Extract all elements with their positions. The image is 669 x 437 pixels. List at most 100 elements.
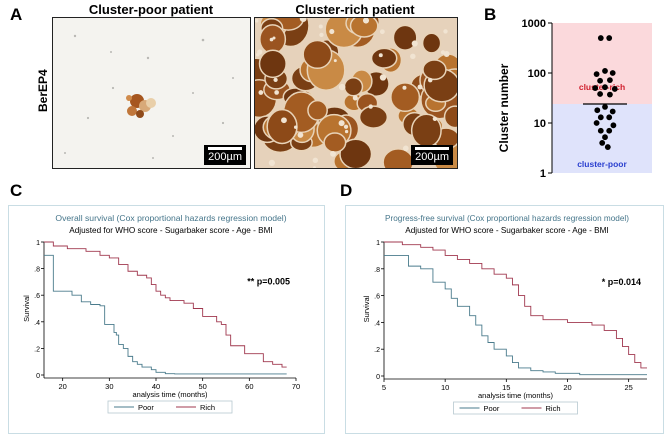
data-point bbox=[602, 68, 608, 74]
scale-bar-rich: 200µm bbox=[411, 145, 453, 165]
legend-label-poor: Poor bbox=[484, 404, 500, 413]
cell-highlight bbox=[318, 24, 323, 29]
cell-highlight bbox=[274, 90, 279, 95]
cell-highlight bbox=[329, 29, 335, 35]
y-tick-label: 0 bbox=[376, 374, 380, 381]
tumor-cell bbox=[390, 82, 421, 113]
data-point bbox=[602, 84, 608, 91]
data-point bbox=[597, 77, 603, 84]
cell-highlight bbox=[417, 84, 423, 90]
cell-highlight bbox=[333, 59, 337, 63]
cell-highlight bbox=[299, 18, 307, 23]
y-tick-label: 1 bbox=[540, 168, 546, 180]
y-tick-label: 0 bbox=[36, 373, 40, 380]
cluster-rich-label: cluster-rich bbox=[579, 82, 625, 92]
panel-letter-d: D bbox=[340, 181, 353, 200]
x-tick-label: 15 bbox=[502, 383, 510, 392]
cluster-poor-label: cluster-poor bbox=[577, 159, 627, 169]
panel-letter-b: B bbox=[484, 5, 497, 24]
cell-highlight bbox=[312, 166, 317, 168]
data-point bbox=[594, 107, 601, 114]
y-tick-label: .4 bbox=[374, 320, 380, 327]
tumor-cell bbox=[302, 39, 333, 70]
cell-highlight bbox=[378, 53, 383, 58]
tumor-cell bbox=[323, 132, 347, 153]
data-point bbox=[604, 144, 611, 150]
chart-frame bbox=[345, 205, 664, 434]
y-tick-label: .8 bbox=[34, 267, 40, 274]
tumor-cell bbox=[358, 105, 389, 129]
panel-letter-c: C bbox=[10, 181, 23, 200]
cell-highlight bbox=[319, 32, 324, 38]
micrograph-cluster-rich: 200µm bbox=[254, 17, 458, 169]
data-point bbox=[597, 91, 603, 97]
x-tick-label: 50 bbox=[198, 382, 206, 391]
cell-highlight bbox=[269, 37, 274, 42]
y-tick-label: 10 bbox=[534, 118, 546, 130]
data-point bbox=[607, 91, 613, 98]
chart-subtitle: Adjusted for WHO score - Sugarbaker scor… bbox=[405, 226, 608, 235]
micrograph-poor-art bbox=[64, 34, 234, 159]
cell-cluster-small bbox=[126, 94, 156, 118]
km-curve-poor bbox=[384, 254, 647, 376]
tumor-cell bbox=[422, 59, 447, 81]
cell-highlight bbox=[338, 120, 345, 127]
data-point bbox=[602, 134, 608, 141]
cell-highlight bbox=[258, 90, 264, 95]
title-cluster-poor: Cluster-poor patient bbox=[88, 2, 214, 17]
scale-bar-poor: 200µm bbox=[204, 145, 246, 165]
x-tick-label: 30 bbox=[105, 382, 113, 391]
x-tick-label: 25 bbox=[624, 383, 632, 392]
tumor-cell bbox=[339, 138, 373, 168]
x-axis-label: analysis time (months) bbox=[478, 391, 554, 400]
x-axis-label: analysis time (months) bbox=[132, 390, 208, 399]
cluster-number-chart: 1 10 100 1000 Cluster number cluster-rich c… bbox=[497, 18, 652, 180]
cell-highlight bbox=[362, 18, 370, 24]
cell-highlight bbox=[411, 40, 418, 47]
title-cluster-rich: Cluster-rich patient bbox=[295, 2, 415, 17]
y-tick-label: 1000 bbox=[522, 18, 546, 30]
tumor-cell bbox=[421, 32, 442, 54]
data-point bbox=[593, 120, 600, 126]
cell-highlight bbox=[272, 36, 276, 40]
y-tick-label: .6 bbox=[34, 293, 40, 300]
x-tick-label: 40 bbox=[152, 382, 160, 391]
x-tick-label: 5 bbox=[382, 383, 386, 392]
tumor-cell bbox=[307, 99, 328, 121]
km-curve-poor bbox=[44, 254, 287, 375]
cell-highlight bbox=[268, 159, 275, 166]
data-point bbox=[609, 108, 616, 115]
panel-letter-a: A bbox=[10, 5, 23, 24]
km-curve-rich bbox=[384, 241, 647, 369]
y-tick-label: .4 bbox=[34, 320, 40, 327]
y-axis-label: Survival bbox=[22, 295, 31, 322]
cell-highlight bbox=[443, 29, 448, 34]
y-tick-label: 1 bbox=[36, 240, 40, 247]
tumor-cell bbox=[349, 18, 379, 38]
data-point bbox=[610, 122, 617, 129]
legend-label-poor: Poor bbox=[138, 403, 154, 412]
x-tick-label: 60 bbox=[245, 382, 253, 391]
tumor-cell bbox=[266, 108, 298, 145]
cell-highlight bbox=[273, 77, 278, 83]
y-tick-label: .8 bbox=[374, 267, 380, 274]
x-tick-label: 70 bbox=[292, 382, 300, 391]
cell-highlight bbox=[410, 53, 416, 60]
cell-highlight bbox=[379, 29, 385, 35]
data-point bbox=[609, 70, 616, 76]
cell-highlight bbox=[297, 132, 304, 138]
km-curve-rich bbox=[44, 241, 287, 368]
data-point bbox=[606, 114, 613, 121]
data-point bbox=[611, 86, 618, 92]
y-tick-label: 100 bbox=[528, 68, 546, 80]
cell-highlight bbox=[402, 145, 409, 152]
cell-highlight bbox=[402, 85, 407, 90]
y-tick-label: .2 bbox=[34, 346, 40, 353]
legend-label-rich: Rich bbox=[200, 403, 215, 412]
data-point bbox=[597, 114, 604, 121]
tumor-cell bbox=[343, 77, 364, 97]
cell-highlight bbox=[293, 125, 298, 129]
data-point bbox=[606, 35, 613, 41]
cell-highlight bbox=[257, 49, 263, 55]
tumor-cell bbox=[392, 24, 418, 51]
